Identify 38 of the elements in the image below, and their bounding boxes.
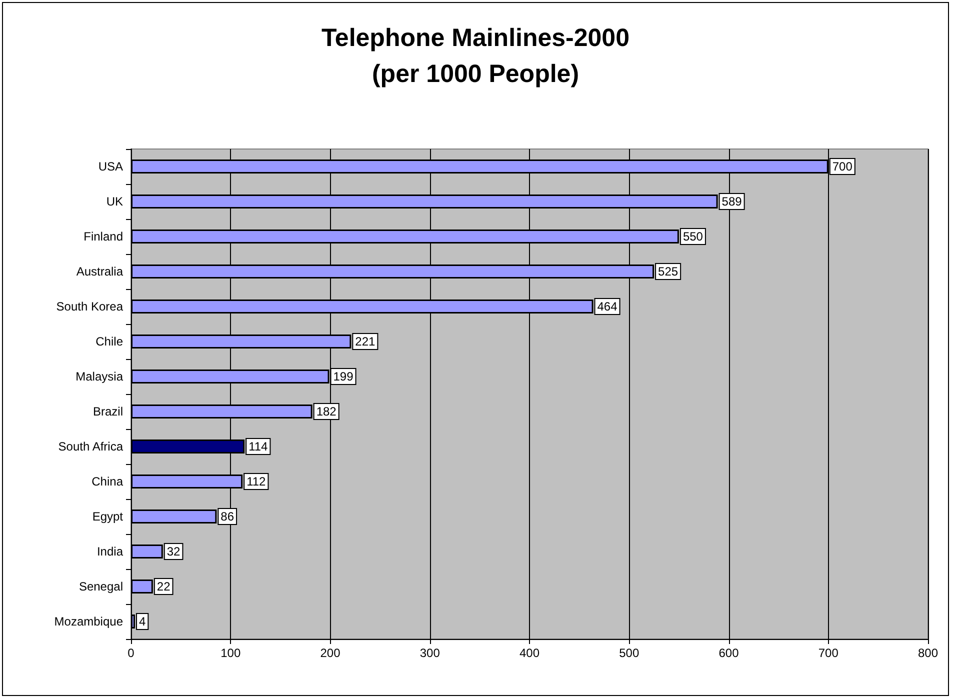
x-tick-label: 300: [420, 646, 440, 660]
data-label: 112: [246, 474, 266, 488]
data-label: 32: [166, 544, 181, 558]
data-label: 114: [248, 440, 268, 454]
y-tick-label: South Africa: [58, 440, 124, 454]
y-tick-label: India: [96, 544, 124, 558]
x-tick-label: 600: [718, 646, 740, 660]
x-tick-label: 0: [128, 646, 135, 660]
y-tick-label: Australia: [76, 264, 124, 278]
data-label: 589: [722, 194, 742, 208]
chart-title: Telephone Mainlines-2000 (per 1000 People): [322, 24, 630, 88]
y-tick-label: Egypt: [92, 510, 124, 524]
y-tick-label: Mozambique: [54, 614, 124, 628]
y-tick-label: UK: [106, 194, 123, 208]
x-tick-label: 400: [519, 646, 540, 660]
y-tick-label: Chile: [96, 334, 124, 348]
x-tick-label: 800: [918, 646, 938, 660]
data-label: 221: [355, 334, 376, 348]
data-label: 199: [333, 370, 354, 384]
x-tick-label: 500: [619, 646, 640, 660]
data-label: 182: [316, 404, 337, 418]
data-label: 4: [138, 614, 146, 628]
data-label: 86: [220, 510, 234, 524]
y-tick-label: South Korea: [56, 300, 124, 314]
y-tick-label: Finland: [84, 230, 123, 244]
data-label: 525: [658, 264, 678, 278]
x-tick-label: 100: [220, 646, 241, 660]
data-label: 550: [682, 230, 704, 244]
y-tick-label: Senegal: [78, 580, 123, 594]
y-tick-label: Brazil: [92, 404, 123, 418]
x-tick-label: 200: [320, 646, 341, 660]
data-label: 22: [156, 580, 171, 594]
y-tick-label: China: [92, 474, 124, 488]
y-tick-label: Malaysia: [76, 370, 124, 384]
x-tick-label: 700: [818, 646, 839, 660]
data-label: 464: [597, 300, 618, 314]
y-tick-label: USA: [98, 160, 123, 174]
data-label: 700: [832, 160, 853, 174]
